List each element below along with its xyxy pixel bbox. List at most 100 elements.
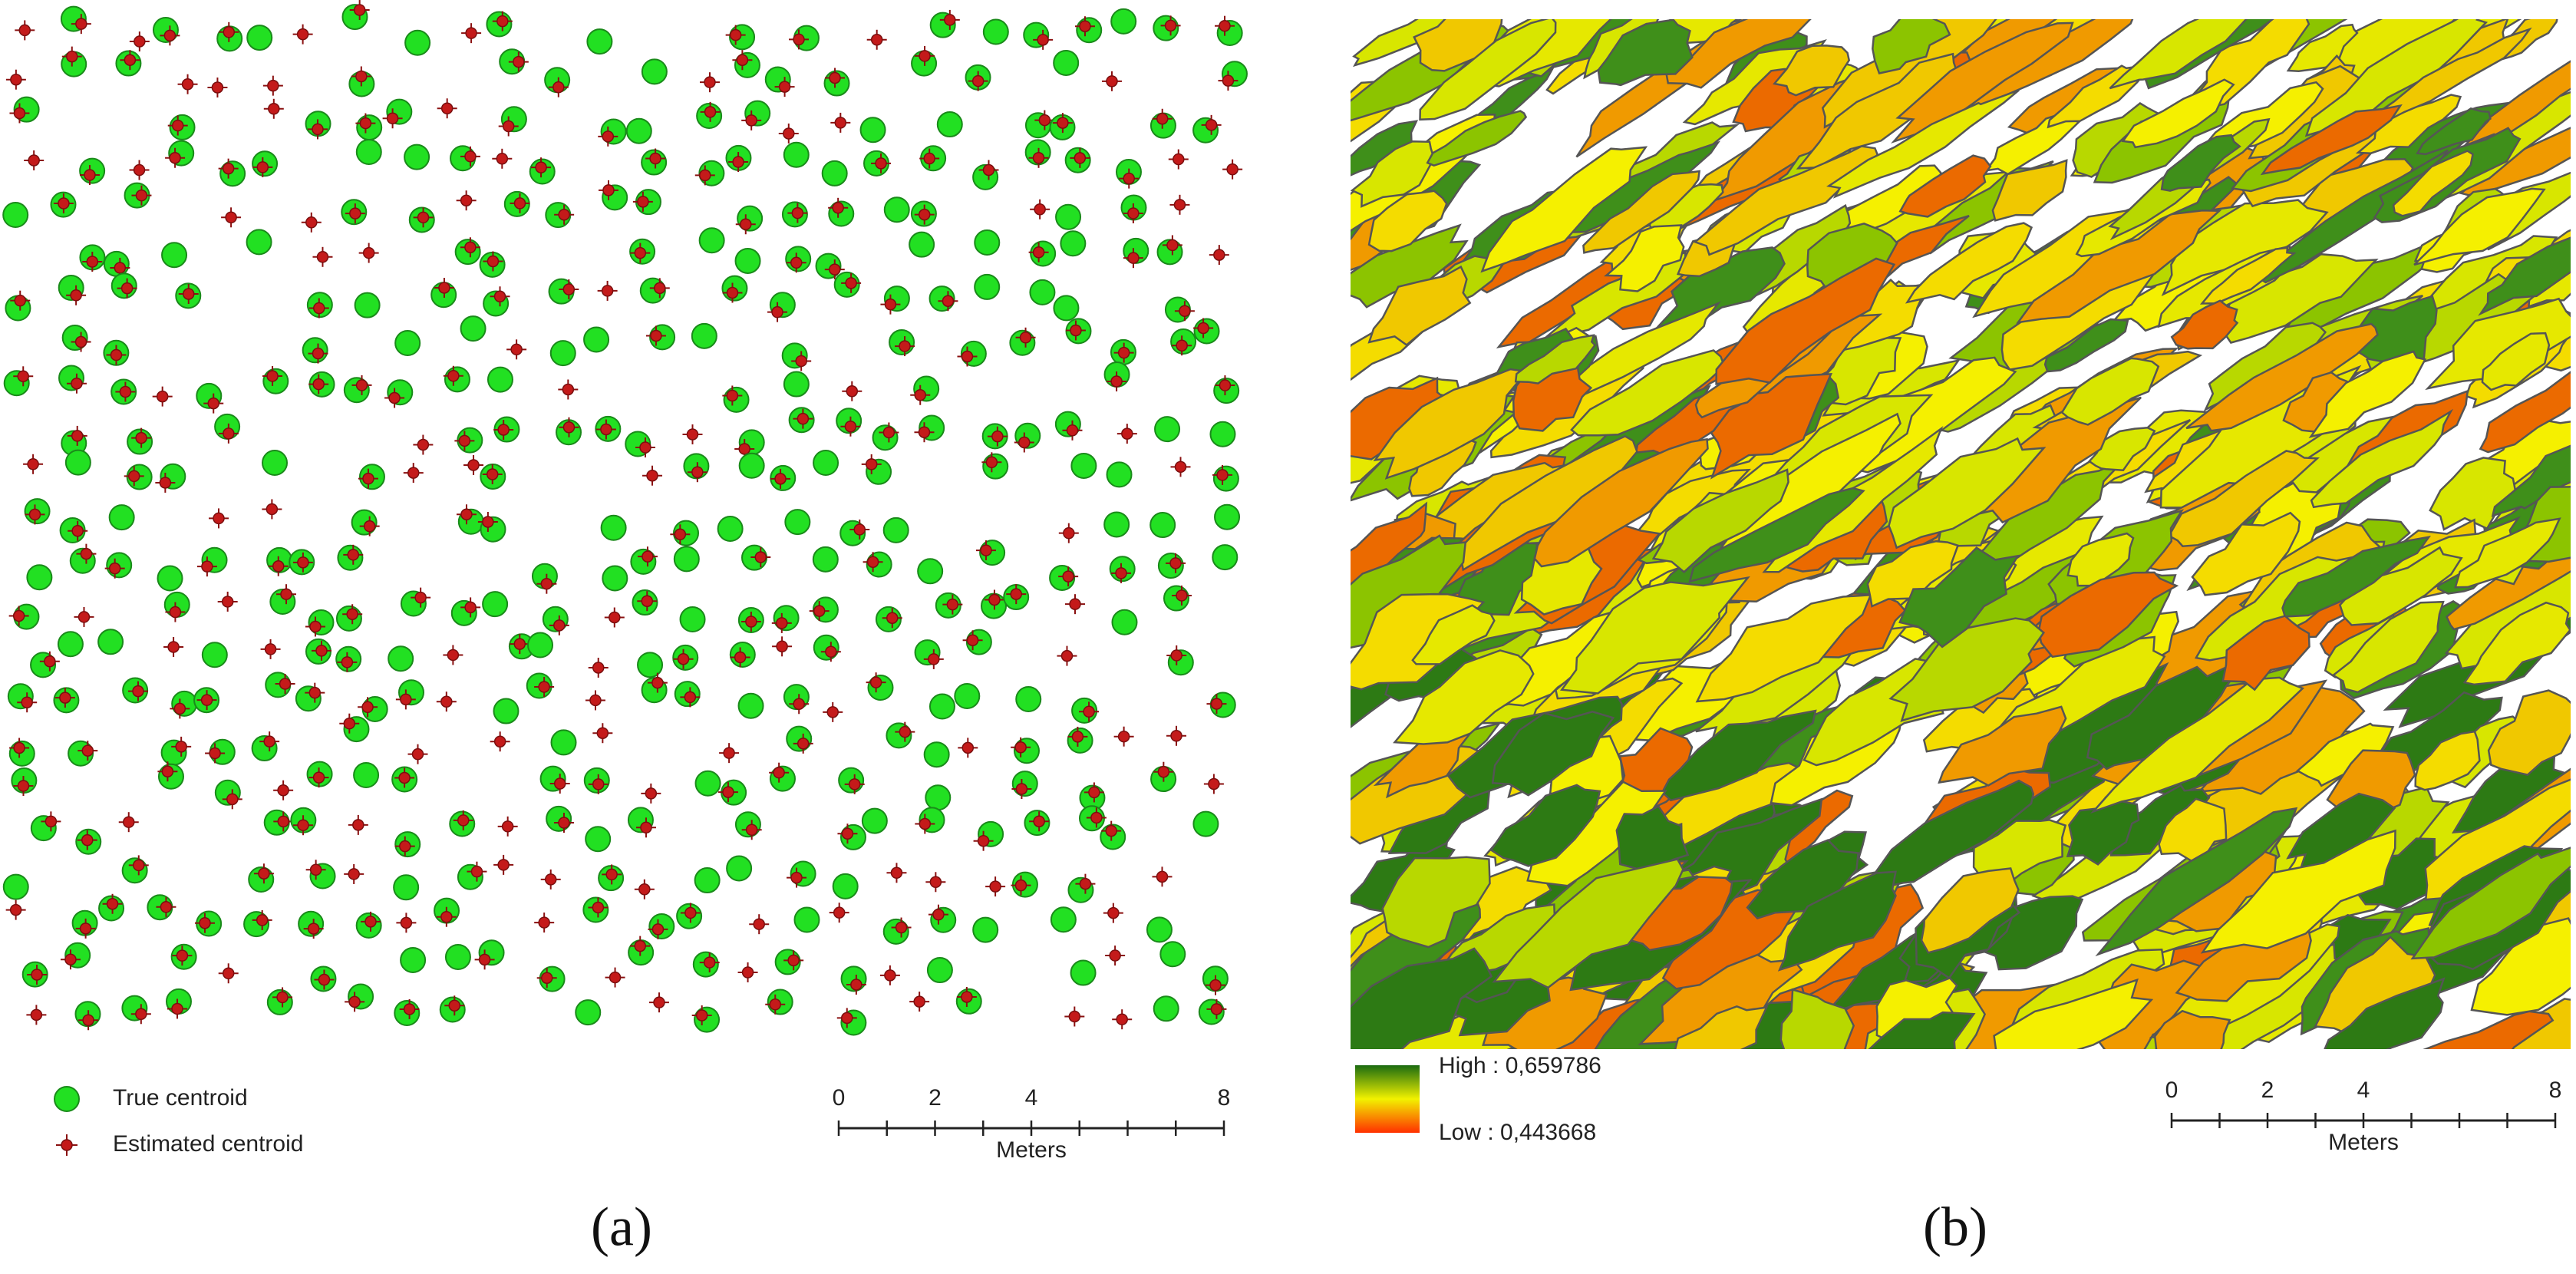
estimated-dot (793, 33, 805, 46)
estimated-centroid (1123, 248, 1143, 269)
estimated-centroid (13, 366, 34, 387)
estimated-centroid (444, 995, 465, 1016)
estimated-dot (899, 340, 911, 352)
crown-patch (1351, 223, 1469, 309)
estimated-centroid (259, 731, 280, 752)
crown-patch (1991, 159, 2068, 222)
estimated-dot (400, 916, 413, 929)
estimated-dot (353, 4, 366, 16)
estimated-dot (18, 24, 31, 37)
estimated-dot (826, 706, 839, 718)
estimated-dot (201, 560, 213, 573)
crown-patch (2286, 23, 2359, 72)
estimated-dot (1014, 879, 1027, 892)
crown-patch (1905, 222, 2033, 304)
estimated-centroid (1105, 946, 1126, 966)
true-centroid (404, 144, 430, 170)
crown-patch (1426, 110, 1528, 167)
estimated-centroid (687, 462, 707, 483)
true-centroid (201, 642, 228, 668)
estimated-dot (790, 256, 803, 269)
crown-patch (1898, 154, 1992, 218)
true-centroid (354, 292, 381, 318)
estimated-dot (961, 350, 974, 363)
estimated-centroid (102, 893, 123, 914)
crown-patch (2454, 517, 2561, 589)
estimated-centroid (453, 810, 473, 830)
estimated-centroid (454, 431, 475, 451)
estimated-centroid (700, 101, 721, 122)
estimated-centroid (732, 50, 753, 71)
estimated-centroid (789, 694, 810, 715)
estimated-dot (279, 678, 292, 690)
estimated-centroid (82, 252, 103, 272)
estimated-centroid (222, 789, 242, 810)
estimated-centroid (456, 190, 477, 211)
crown-patch (1489, 784, 1601, 867)
estimated-centroid (160, 25, 180, 46)
crown-patch (1826, 89, 2020, 199)
estimated-centroid (1113, 342, 1134, 363)
estimated-centroid (262, 75, 283, 96)
estimated-centroid (630, 243, 651, 263)
estimated-dot (81, 833, 94, 847)
estimated-dot (493, 290, 506, 302)
estimated-dot (535, 161, 547, 173)
estimated-dot (797, 738, 810, 750)
estimated-centroid (436, 906, 457, 927)
estimated-dot (942, 295, 955, 307)
estimated-dot (961, 991, 973, 1003)
estimated-centroid (1166, 553, 1186, 573)
estimated-centroid (909, 992, 930, 1012)
true-centroid (1212, 544, 1239, 571)
true-centroid (393, 874, 420, 901)
estimated-centroid (342, 604, 363, 625)
true-centroid (1070, 959, 1097, 986)
estimated-centroid (493, 420, 514, 441)
true-centroid (487, 366, 513, 393)
estimated-centroid (1101, 820, 1122, 841)
estimated-centroid (771, 612, 792, 633)
estimated-dot (199, 916, 211, 929)
estimated-centroid (474, 949, 495, 970)
estimated-centroid (492, 148, 513, 169)
crown-patch (2416, 107, 2492, 156)
true-centroid (954, 682, 981, 709)
estimated-dot (1205, 119, 1218, 131)
estimated-centroid (740, 611, 761, 632)
estimated-centroid (734, 438, 755, 459)
estimated-centroid (1119, 168, 1140, 189)
estimated-dot (848, 778, 861, 790)
estimated-dot (1062, 570, 1074, 583)
estimated-dot (502, 120, 515, 133)
estimated-centroid (925, 872, 946, 893)
estimated-dot (272, 559, 285, 573)
estimated-centroid (104, 558, 125, 579)
crown-patch (2331, 600, 2445, 694)
estimated-dot (637, 196, 649, 208)
true-centroid (783, 141, 810, 168)
crown-patch (1367, 190, 1448, 252)
true-centroid (600, 514, 627, 541)
estimated-dot (464, 601, 477, 614)
legend-estimated: Estimated centroid (113, 1131, 303, 1157)
estimated-dot (961, 741, 975, 754)
estimated-dot (928, 653, 940, 665)
estimated-dot (639, 441, 651, 454)
estimated-centroid (984, 589, 1004, 610)
estimated-centroid (787, 867, 807, 888)
estimated-dot (133, 859, 145, 872)
estimated-centroid (1103, 903, 1123, 923)
estimated-centroid (76, 543, 97, 564)
crown-patch (1615, 804, 1690, 875)
estimated-centroid (358, 468, 378, 489)
crown-patch (2347, 295, 2438, 363)
estimated-dot (417, 438, 430, 451)
estimated-centroid (305, 616, 325, 637)
estimated-dot (540, 577, 553, 590)
estimated-centroid (345, 203, 365, 224)
estimated-dot (834, 117, 847, 129)
estimated-centroid (769, 762, 790, 783)
estimated-centroid (361, 911, 381, 932)
estimated-centroid (273, 780, 294, 800)
